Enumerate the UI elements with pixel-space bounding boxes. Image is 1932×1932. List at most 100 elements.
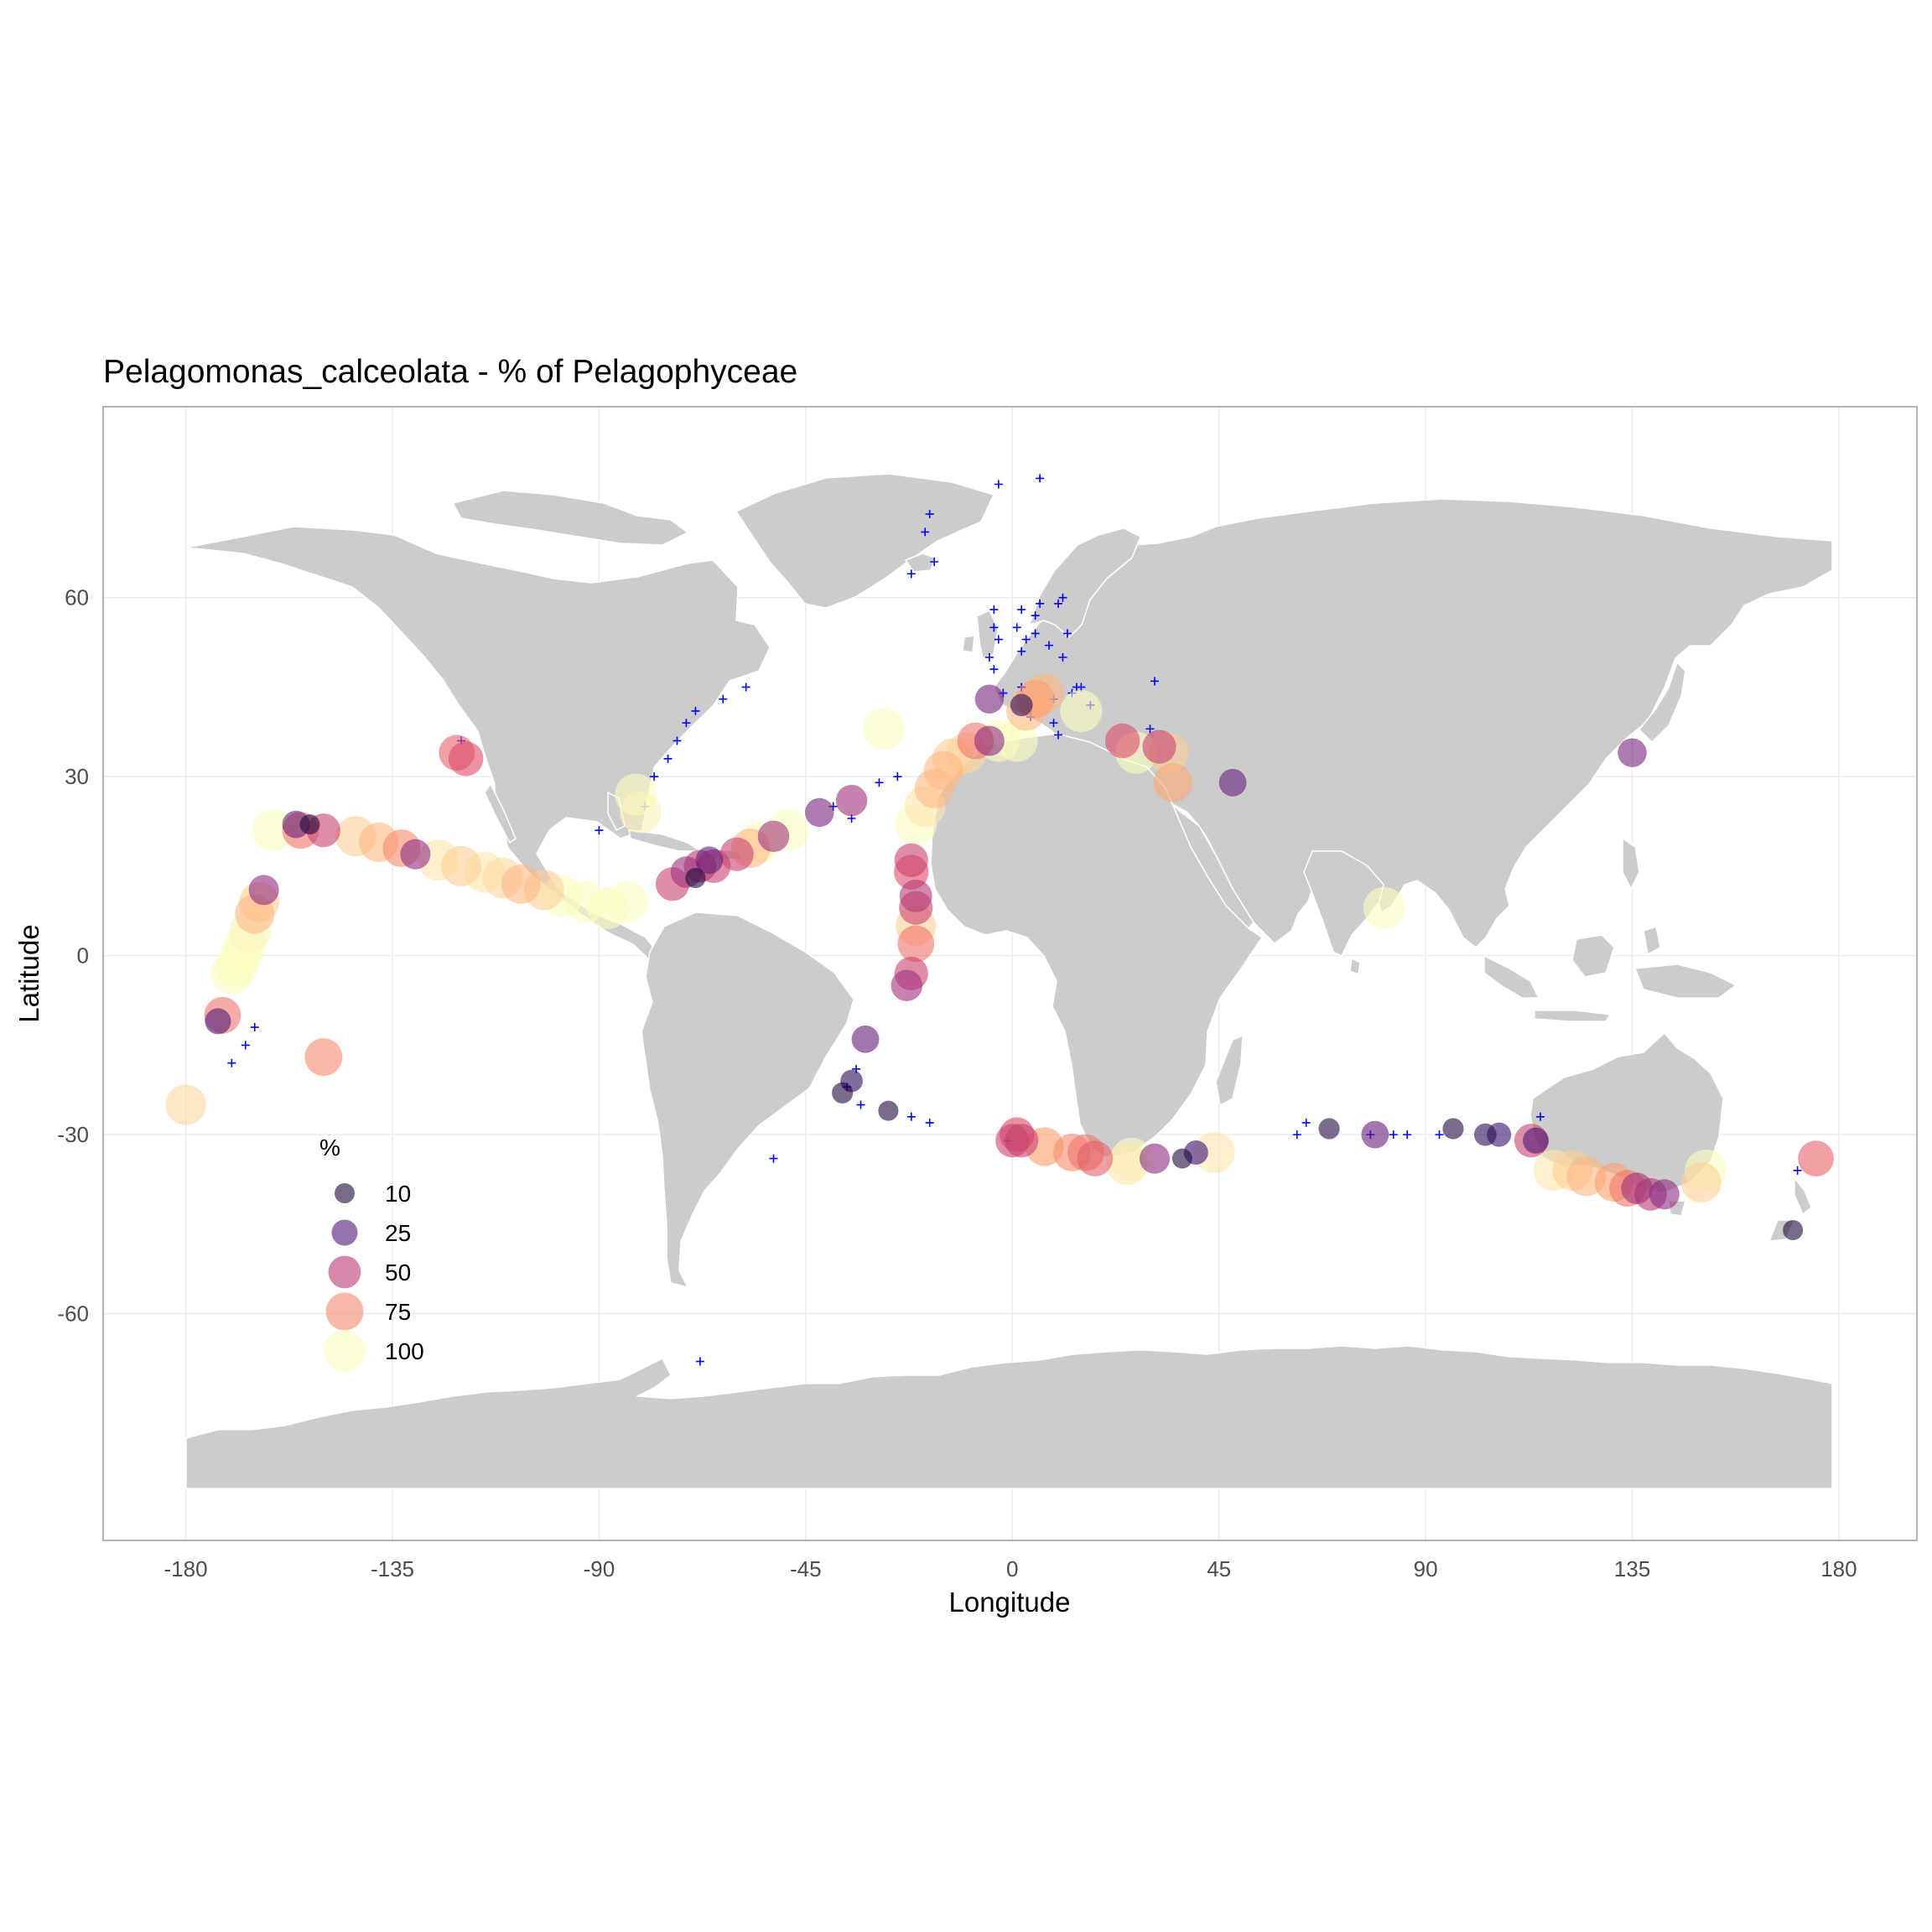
plot-title: Pelagomonas_calceolata - % of Pelagophyc… [103, 354, 797, 390]
land-north-america [185, 526, 771, 965]
zero-marker [1017, 605, 1026, 614]
sample-point [1618, 738, 1647, 767]
sample-point [1621, 1172, 1653, 1204]
x-tick-label: 180 [1820, 1556, 1857, 1581]
legend-items: 10 25 50 75 100 [324, 1181, 424, 1372]
x-tick-label: -45 [790, 1556, 822, 1581]
zero-marker [1150, 677, 1159, 686]
sample-point [1005, 1124, 1039, 1158]
zero-marker [1058, 652, 1067, 662]
zero-marker [906, 1112, 916, 1121]
sample-point [1649, 1179, 1680, 1210]
land-british-isles [962, 610, 999, 659]
sample-point [862, 708, 905, 750]
y-tick-label: -30 [57, 1122, 89, 1147]
sample-point [1142, 730, 1176, 764]
abundance-points [165, 673, 1834, 1240]
x-axis-title: Longitude [949, 1587, 1071, 1618]
sample-point [1060, 689, 1103, 732]
sample-point [1783, 1219, 1804, 1240]
zero-marker [1435, 1130, 1444, 1140]
land-madagascar [1215, 1035, 1244, 1106]
y-axis-title: Latitude [13, 924, 44, 1022]
sample-point [1153, 763, 1193, 802]
sample-point [248, 875, 279, 906]
sample-point [1139, 1143, 1171, 1174]
sample-point [1318, 1118, 1340, 1140]
sample-point [1218, 768, 1247, 797]
y-tick-label: 60 [65, 585, 89, 610]
legend-key [334, 1182, 356, 1204]
zero-marker [1045, 641, 1054, 650]
land-antarctica [185, 1345, 1833, 1489]
sample-point [974, 725, 1005, 756]
zero-marker [1793, 1166, 1802, 1175]
zero-marker [1062, 629, 1072, 638]
sample-point [1361, 1120, 1389, 1149]
x-axis-ticks: -180 -135 -90 -45 0 45 90 135 180 [164, 1556, 1857, 1581]
zero-marker [893, 772, 902, 782]
zero-marker [1036, 474, 1045, 483]
sample-point [605, 880, 648, 923]
land-japan [1639, 662, 1686, 743]
zero-marker [856, 1100, 865, 1109]
sample-point [891, 969, 923, 1001]
panel-border [102, 406, 1918, 1541]
legend-key [328, 1255, 361, 1289]
sample-point [210, 953, 253, 995]
sample-point [1473, 1123, 1497, 1146]
legend-label: 25 [385, 1220, 411, 1246]
y-axis-ticks: -60 -30 0 30 60 [57, 585, 89, 1327]
size-legend: % 10 25 50 75 100 [319, 1135, 424, 1372]
legend-title: % [319, 1135, 340, 1161]
sample-point [695, 846, 724, 875]
legend-label: 10 [385, 1181, 411, 1207]
legend-label: 100 [385, 1338, 424, 1364]
sample-point [719, 837, 754, 871]
x-tick-label: 45 [1207, 1556, 1231, 1581]
x-tick-label: -90 [584, 1556, 615, 1581]
zero-marker [691, 706, 700, 715]
zero-marker [595, 826, 604, 835]
sample-point [835, 784, 868, 817]
x-tick-label: 0 [1006, 1556, 1018, 1581]
sample-point [757, 820, 790, 853]
y-tick-label: 0 [77, 943, 89, 969]
zero-marker [925, 1118, 934, 1127]
zero-marker [1403, 1130, 1412, 1140]
land-iceland [905, 553, 936, 573]
plot-panel [102, 406, 1918, 1541]
y-tick-label: 30 [65, 764, 89, 789]
sample-point [685, 868, 706, 889]
sample-point [448, 741, 484, 776]
sample-point [897, 925, 935, 963]
zero-marker [1012, 623, 1021, 632]
sample-point [899, 880, 932, 912]
legend-key [325, 1292, 364, 1331]
zero-marker [769, 1154, 778, 1163]
zero-marker [925, 510, 934, 519]
x-tick-label: 135 [1614, 1556, 1650, 1581]
land-india [1303, 850, 1384, 957]
zero-marker [1389, 1130, 1398, 1140]
legend-label: 75 [385, 1299, 411, 1325]
zero-marker [1017, 647, 1026, 656]
sample-point [304, 1038, 343, 1077]
zero-marker [741, 683, 750, 692]
x-tick-label: -180 [164, 1556, 208, 1581]
sample-point [205, 1008, 231, 1035]
sample-point [501, 864, 541, 904]
zero-marker [994, 635, 1003, 644]
zero-marker [719, 694, 728, 704]
sample-point [400, 839, 431, 870]
sample-point [1363, 886, 1405, 929]
zero-marker [1031, 629, 1040, 638]
zero-marker [994, 480, 1003, 489]
y-tick-label: -60 [57, 1301, 89, 1327]
x-tick-label: -135 [371, 1556, 414, 1581]
zero-marker [241, 1041, 250, 1050]
sample-point [441, 845, 482, 886]
legend-key [324, 1330, 366, 1372]
